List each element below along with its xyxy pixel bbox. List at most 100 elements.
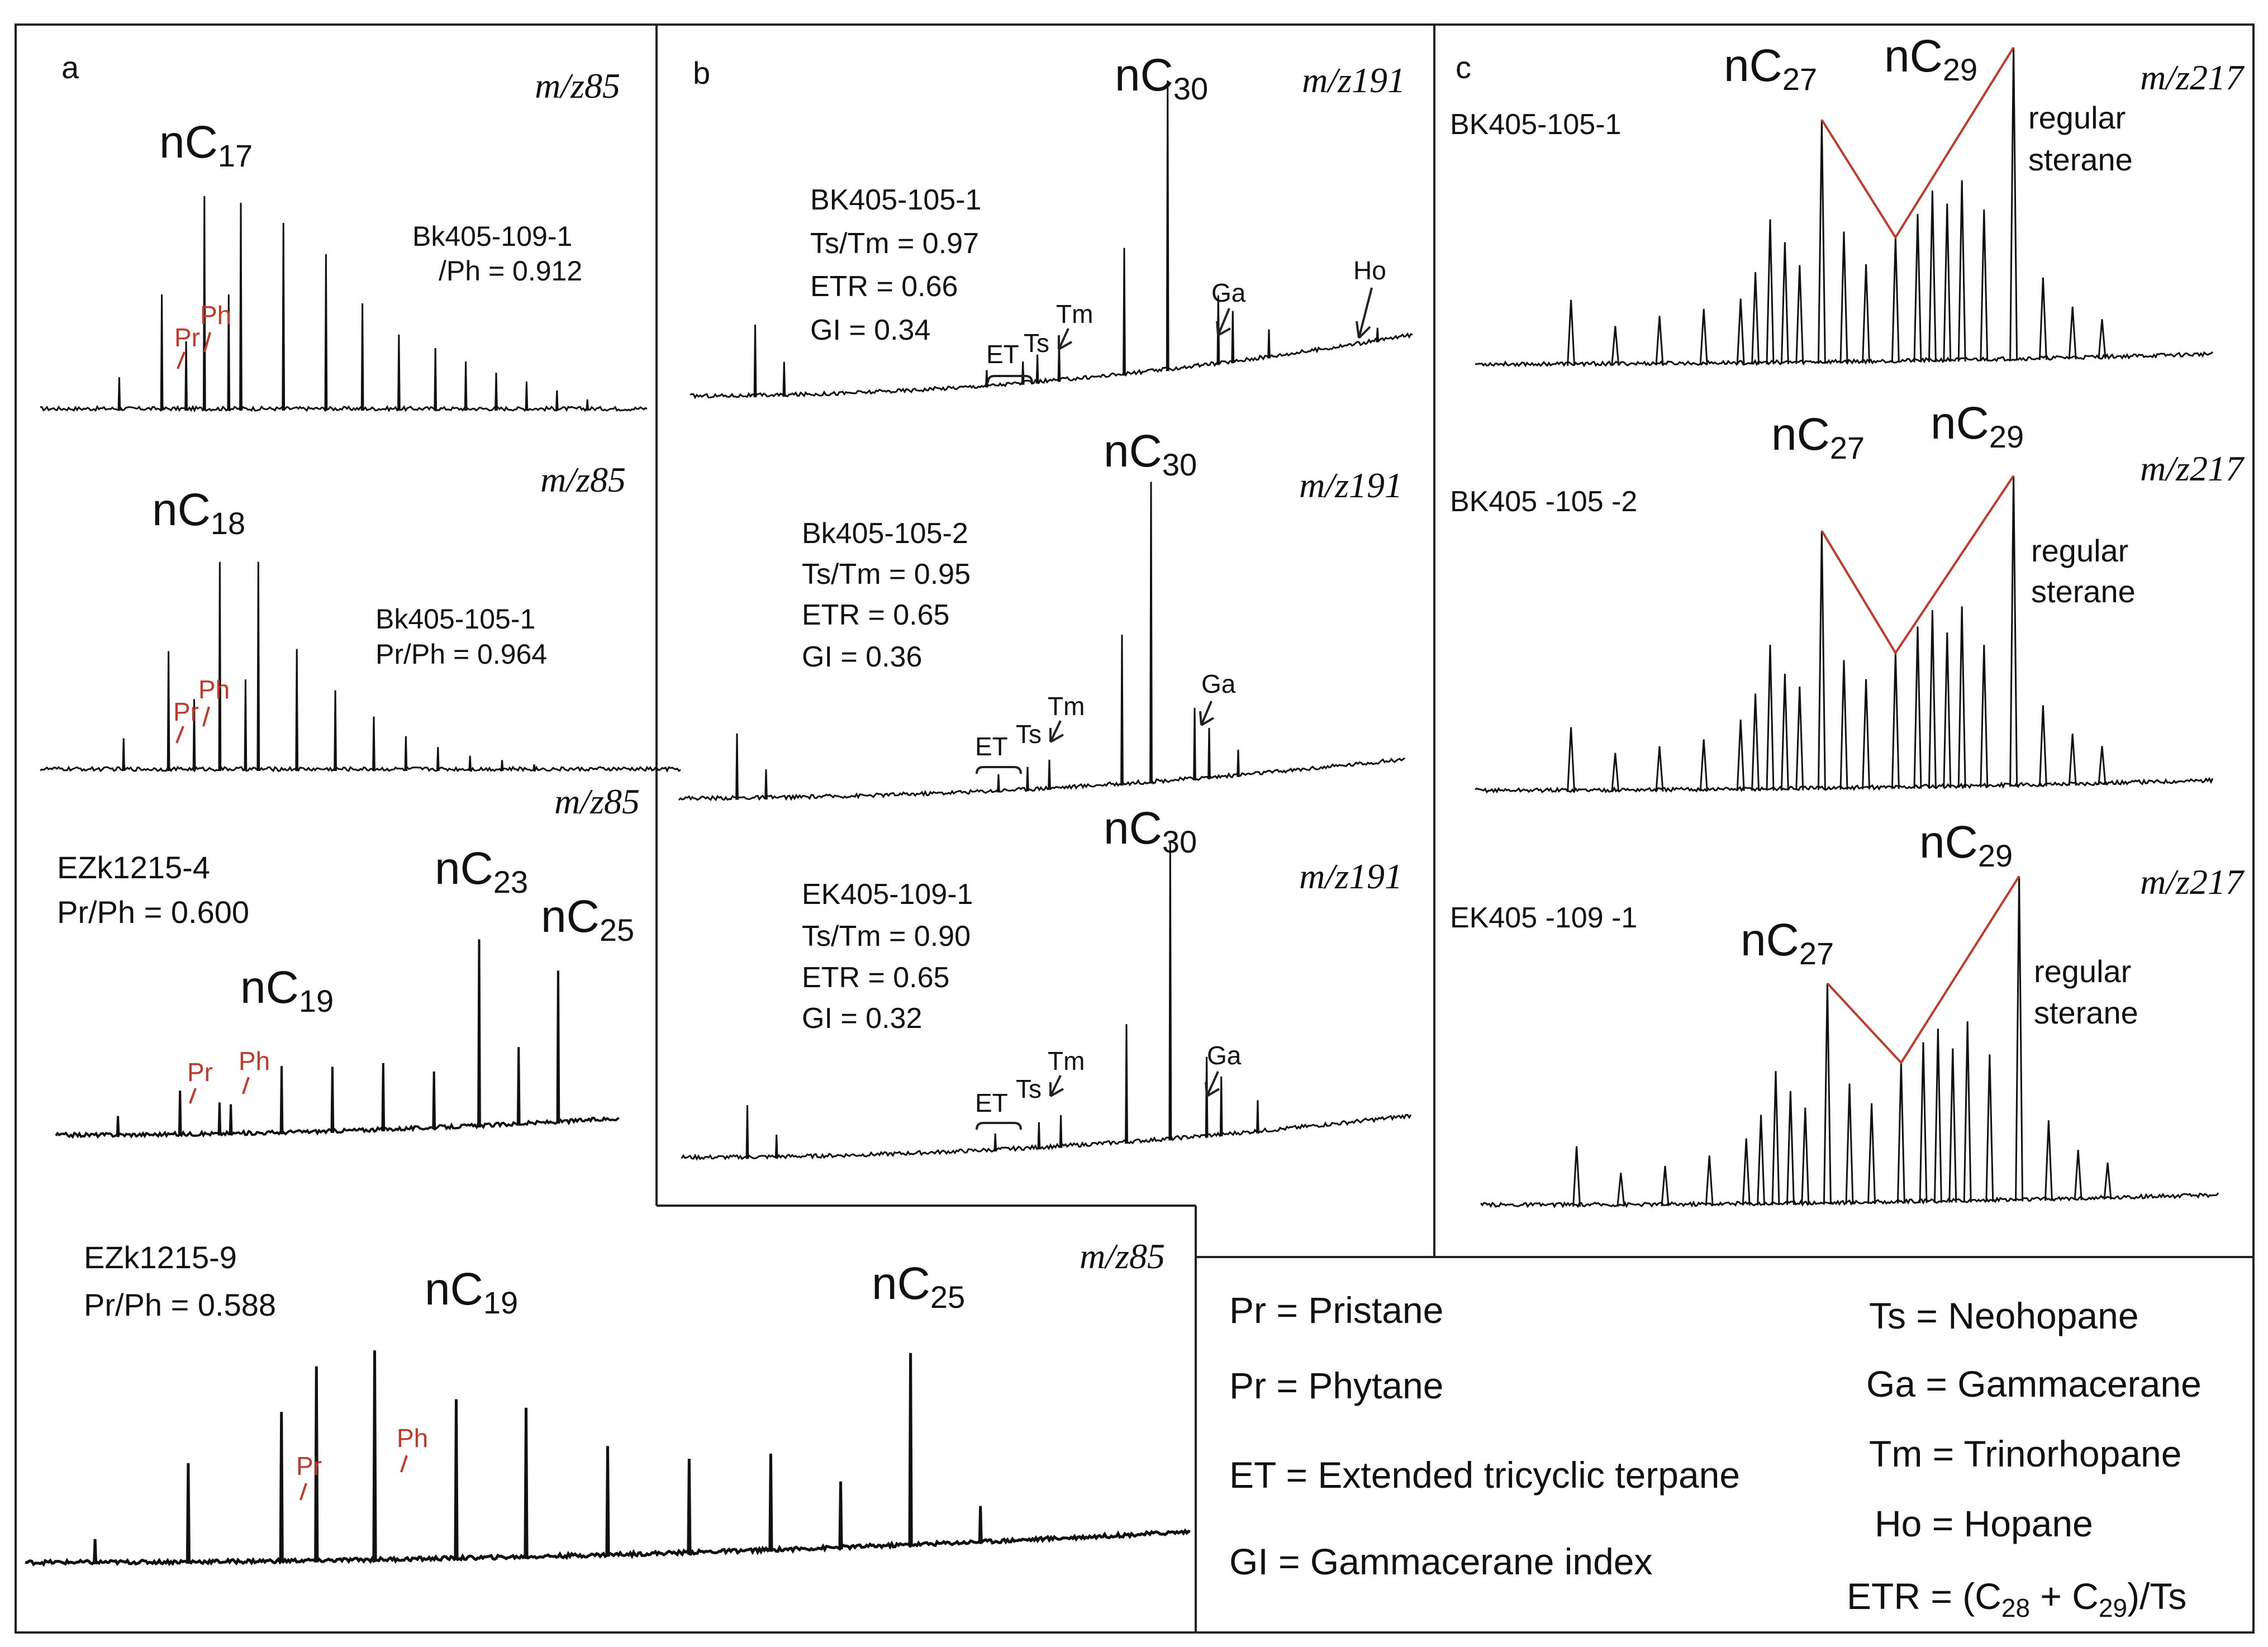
peak <box>282 222 286 411</box>
peak <box>1817 530 1826 791</box>
legend-item: GI = Gammacerane index <box>1229 1541 1653 1582</box>
peak-label-nc18: nC18 <box>152 484 245 541</box>
peak <box>500 760 504 772</box>
marker-et-bracket <box>976 1122 1022 1130</box>
peak <box>1193 708 1196 780</box>
peak <box>1980 209 1989 361</box>
peak <box>2068 734 2077 786</box>
peak <box>227 294 231 411</box>
sample-label: EK405-109-1 <box>802 878 973 911</box>
panel-a4: m/z85 EZk1215-9 Pr/Ph = 0.588 nC19 nC25 … <box>84 1236 1165 1501</box>
peak <box>1943 203 1952 362</box>
marker-ph-tick <box>203 332 211 353</box>
peak <box>1149 482 1153 784</box>
peak <box>372 1350 377 1562</box>
sample-label: BK405-105-1 <box>1450 108 1621 141</box>
stat-ts-tm: Ts/Tm = 0.90 <box>802 920 971 953</box>
peak <box>178 1091 182 1136</box>
peak <box>217 1102 222 1136</box>
sample-label: EZk1215-9 <box>84 1240 237 1275</box>
outer-frame <box>15 23 2255 1634</box>
peak <box>2044 1120 2053 1201</box>
peak <box>334 690 337 772</box>
peak <box>202 196 206 411</box>
marker-pr-tick <box>299 1483 307 1501</box>
peak <box>464 361 468 411</box>
peak <box>117 377 121 411</box>
peak <box>605 1446 610 1557</box>
peak <box>2074 1150 2082 1201</box>
peak <box>1891 653 1900 789</box>
marker-ph-tick <box>242 1077 250 1094</box>
panel-letter: c <box>1456 50 1471 85</box>
peak <box>1862 264 1871 363</box>
peak <box>1913 626 1922 789</box>
peak <box>404 736 408 772</box>
peak <box>687 1459 692 1555</box>
peak <box>516 1047 521 1126</box>
peak <box>838 1481 843 1550</box>
baseline-trace <box>40 404 648 413</box>
marker-ph-tick <box>400 1455 408 1473</box>
peak <box>454 1399 459 1560</box>
peak <box>1845 1083 1854 1205</box>
legend-item: Ho = Hopane <box>1875 1503 2093 1544</box>
panel-a3: m/z85 EZk1215-4 Pr/Ph = 0.600 nC23 nC25 … <box>57 782 640 1104</box>
peak <box>1928 191 1937 363</box>
marker-ga-arrow <box>1199 701 1215 726</box>
peak <box>218 561 222 772</box>
panel-b1: b m/z191 nC30 BK405-105-1 Ts/Tm = 0.97 E… <box>693 50 1405 383</box>
peak <box>1963 1021 1972 1203</box>
mz-label: m/z191 <box>1299 465 1402 505</box>
stat-gi: GI = 0.32 <box>802 1002 922 1035</box>
annotation-sterane: sterane <box>2034 995 2138 1030</box>
marker-ph-tick <box>202 706 210 727</box>
stat-etr: ETR = 0.66 <box>810 270 958 303</box>
sample-label: EZk1215-4 <box>57 850 210 885</box>
baseline-trace <box>40 765 681 773</box>
marker-ho-arrow <box>1356 287 1373 339</box>
peak <box>1216 295 1220 365</box>
legend-item: Ts = Neohopane <box>1869 1295 2139 1336</box>
peak <box>2098 319 2107 359</box>
peak <box>1980 645 1989 788</box>
sterane-v-line <box>1820 475 2015 655</box>
peak <box>1205 1056 1209 1138</box>
legend-item: Pr = Phytane <box>1229 1365 1443 1406</box>
peak <box>1207 727 1211 779</box>
mz-label: m/z191 <box>1299 856 1402 896</box>
peak <box>1219 1076 1223 1136</box>
marker-tm: Tm <box>1056 299 1093 329</box>
stat-etr: ETR = 0.65 <box>802 961 949 994</box>
marker-tm-arrow <box>1049 720 1064 743</box>
marker-pr-tick <box>177 351 186 369</box>
sample-label: EK405 -109 -1 <box>1450 902 1637 934</box>
peak-label-nc29: nC29 <box>1884 31 1977 87</box>
peak <box>279 1066 284 1135</box>
peak-label-nc30: nC30 <box>1104 803 1197 859</box>
baseline-trace <box>1475 777 2214 794</box>
peak <box>1611 326 1620 366</box>
annotation-regular: regular <box>2028 100 2126 135</box>
peak <box>1896 1063 1905 1204</box>
baseline-trace <box>1480 1192 2219 1208</box>
peak <box>1780 242 1789 364</box>
peak <box>774 1134 778 1159</box>
peak <box>1839 231 1848 364</box>
marker-et-bracket <box>976 766 1022 774</box>
panel-b3: m/z191 nC30 EK405-109-1 Ts/Tm = 0.90 ETR… <box>802 803 1402 1130</box>
peak <box>1919 1042 1928 1203</box>
peak-label-nc27: nC27 <box>1724 40 1817 97</box>
peak <box>432 1071 436 1130</box>
stat-line: /Ph = 0.912 <box>439 255 582 287</box>
mz-label: m/z85 <box>535 66 620 106</box>
peak <box>735 733 739 800</box>
peak <box>314 1366 319 1563</box>
peak <box>1943 632 1952 788</box>
peak <box>532 764 536 772</box>
peak <box>167 651 170 772</box>
stat-gi: GI = 0.34 <box>810 314 930 346</box>
marker-ph: Ph <box>198 675 230 704</box>
peak <box>1048 759 1051 790</box>
annotation-sterane: sterane <box>2028 142 2133 177</box>
